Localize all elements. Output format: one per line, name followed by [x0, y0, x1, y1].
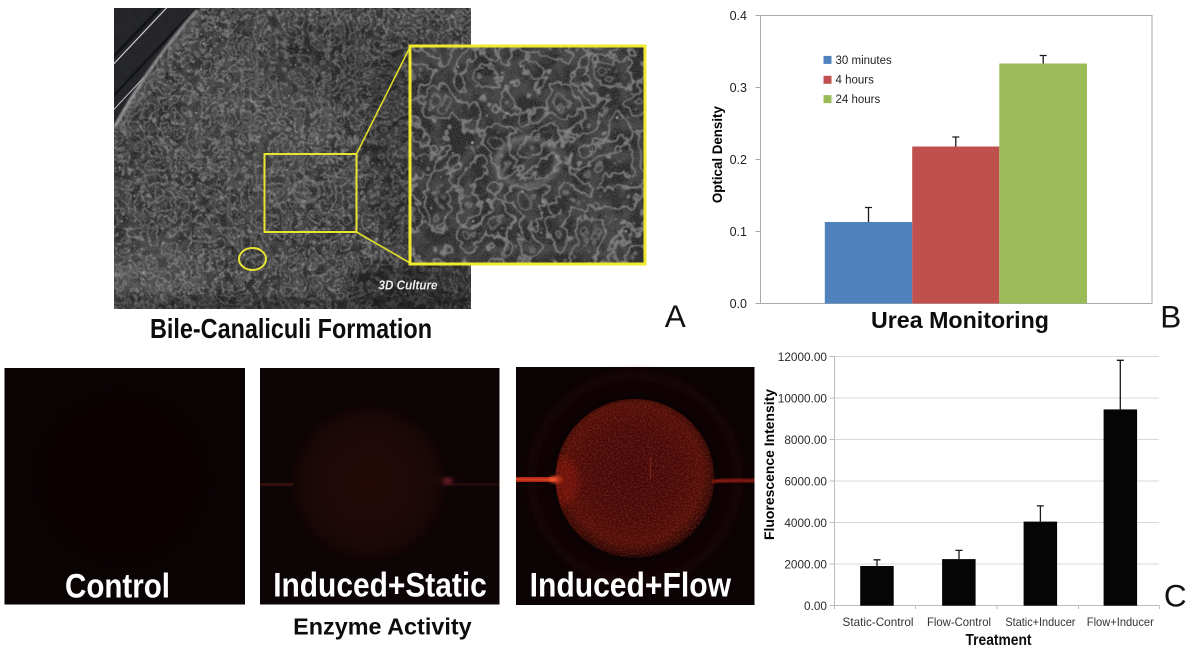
svg-text:Flow+Inducer: Flow+Inducer — [1087, 615, 1154, 629]
svg-text:4000.00: 4000.00 — [784, 516, 827, 530]
svg-text:B: B — [1160, 299, 1181, 335]
svg-text:8000.00: 8000.00 — [784, 433, 827, 447]
svg-text:0.00: 0.00 — [804, 599, 827, 613]
svg-text:24 hours: 24 hours — [836, 94, 881, 106]
svg-text:A: A — [665, 298, 686, 334]
svg-text:Treatment: Treatment — [966, 632, 1033, 649]
svg-text:Induced+Static: Induced+Static — [273, 567, 487, 605]
svg-text:C: C — [1164, 577, 1187, 613]
svg-text:3D Culture: 3D Culture — [380, 280, 439, 294]
svg-text:3D Culture: 3D Culture — [379, 279, 438, 293]
svg-text:Bile-Canaliculi Formation: Bile-Canaliculi Formation — [150, 313, 432, 344]
svg-text:Static+Inducer: Static+Inducer — [1005, 615, 1075, 629]
svg-text:0.4: 0.4 — [730, 9, 747, 23]
svg-text:Flow-Control: Flow-Control — [927, 615, 991, 629]
svg-text:6000.00: 6000.00 — [784, 474, 827, 488]
svg-text:30 minutes: 30 minutes — [836, 55, 893, 67]
svg-text:0.3: 0.3 — [730, 81, 747, 95]
svg-text:Control: Control — [65, 568, 170, 606]
svg-text:0.1: 0.1 — [730, 225, 747, 239]
svg-text:12000.00: 12000.00 — [778, 350, 828, 364]
svg-text:4 hours: 4 hours — [836, 75, 875, 87]
svg-text:Optical Density: Optical Density — [710, 106, 725, 203]
svg-text:Fluorescence Intensity: Fluorescence Intensity — [762, 389, 777, 540]
svg-text:Static-Control: Static-Control — [843, 615, 914, 629]
svg-text:Urea Monitoring: Urea Monitoring — [871, 307, 1049, 333]
svg-text:0.2: 0.2 — [730, 153, 747, 167]
svg-text:2000.00: 2000.00 — [784, 557, 827, 571]
svg-text:Induced+Flow: Induced+Flow — [530, 567, 732, 605]
svg-text:Enzyme Activity: Enzyme Activity — [293, 613, 472, 639]
svg-text:0.0: 0.0 — [730, 297, 747, 311]
svg-text:10000.00: 10000.00 — [778, 391, 828, 405]
